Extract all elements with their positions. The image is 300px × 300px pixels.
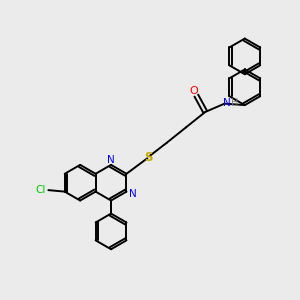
Text: N: N	[223, 98, 231, 108]
Text: S: S	[144, 151, 152, 164]
Text: O: O	[190, 86, 198, 96]
Text: N: N	[107, 155, 115, 165]
Text: Cl: Cl	[36, 185, 46, 195]
Text: N: N	[129, 189, 136, 199]
Text: H: H	[231, 98, 239, 108]
